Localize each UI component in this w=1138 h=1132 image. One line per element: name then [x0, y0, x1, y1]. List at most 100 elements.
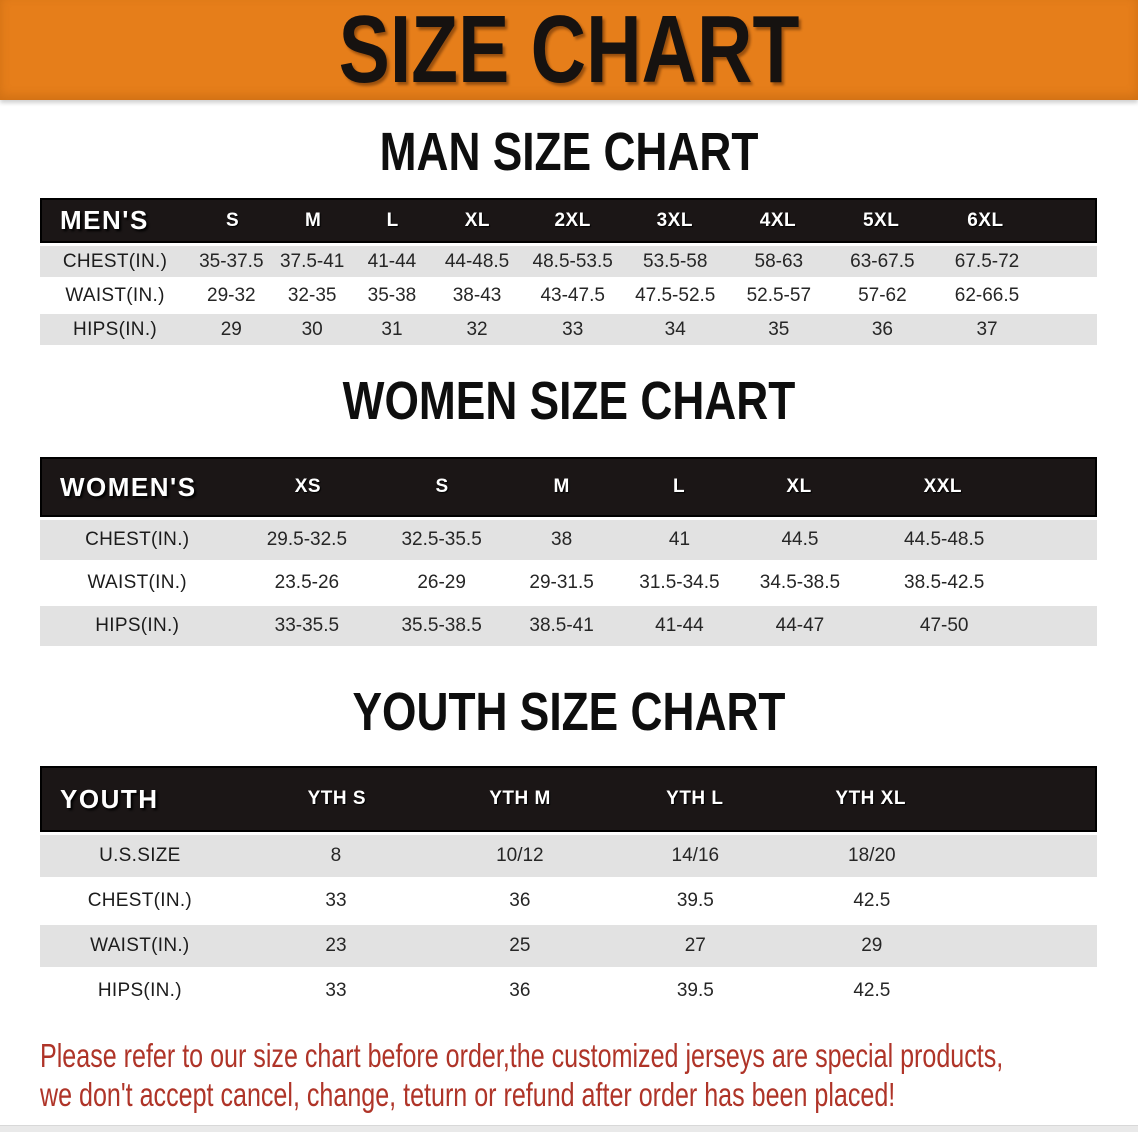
cell: 34.5-38.5 — [759, 572, 841, 593]
men-col-5xl: 5XL — [862, 209, 900, 231]
row-label: WAIST(IN.) — [90, 935, 190, 956]
cell: 38 — [551, 529, 573, 550]
cell: 34 — [664, 318, 686, 340]
youth-col-l: YTH L — [666, 788, 724, 809]
youth-col-s: YTH S — [307, 788, 367, 809]
men-col-l: L — [386, 209, 399, 231]
cell: 44.5-48.5 — [904, 529, 985, 550]
cell: 47-50 — [919, 615, 969, 636]
cell: 10/12 — [496, 845, 544, 866]
men-table-header: MEN'S S M L XL 2XL 3XL 4XL 5XL 6XL — [40, 198, 1097, 243]
cell: 38-43 — [452, 284, 502, 306]
cell: 53.5-58 — [643, 250, 708, 272]
disclaimer-line-2: we don't accept cancel, change, teturn o… — [40, 1076, 896, 1113]
men-row-waist: WAIST(IN.) 29-32 32-35 35-38 38-43 43-47… — [40, 280, 1097, 311]
bottom-edge-strip — [0, 1125, 1138, 1132]
youth-row-chest: CHEST(IN.) 33 36 39.5 42.5 — [40, 880, 1097, 922]
youth-row-waist: WAIST(IN.) 23 25 27 29 — [40, 925, 1097, 967]
cell: 33 — [325, 980, 347, 1001]
row-label: WAIST(IN.) — [65, 284, 165, 306]
men-col-3xl: 3XL — [656, 209, 693, 231]
cell: 8 — [330, 845, 342, 866]
cell: 29-32 — [207, 284, 256, 306]
cell: 25 — [509, 935, 531, 956]
women-section: WOMEN SIZE CHART WOMEN'S XS S M L XL XXL… — [0, 373, 1138, 646]
cell: 67.5-72 — [954, 250, 1020, 272]
youth-row-ussize: U.S.SIZE 8 10/12 14/16 18/20 — [40, 835, 1097, 877]
men-size-table: MEN'S S M L XL 2XL 3XL 4XL 5XL 6XL CHEST… — [40, 198, 1097, 345]
women-col-xxl: XXL — [923, 476, 963, 497]
cell: 62-66.5 — [954, 284, 1020, 306]
row-label: CHEST(IN.) — [87, 890, 193, 911]
cell: 14/16 — [671, 845, 720, 866]
women-size-table: WOMEN'S XS S M L XL XXL CHEST(IN.) 29.5-… — [40, 457, 1097, 646]
cell: 36 — [509, 890, 531, 911]
disclaimer-line-1: Please refer to our size chart before or… — [40, 1037, 1004, 1074]
cell: 57-62 — [858, 284, 907, 306]
row-label: HIPS(IN.) — [95, 615, 180, 636]
row-label: U.S.SIZE — [99, 845, 181, 866]
men-corner-label: MEN'S — [60, 205, 149, 235]
cell: 52.5-57 — [746, 284, 812, 306]
women-table-header: WOMEN'S XS S M L XL XXL — [40, 457, 1097, 517]
cell: 35.5-38.5 — [401, 615, 482, 636]
youth-corner-label: YOUTH — [60, 783, 159, 814]
men-col-m: M — [304, 209, 322, 231]
cell: 38.5-42.5 — [904, 572, 985, 593]
cell: 29 — [220, 318, 242, 340]
row-label: CHEST(IN.) — [62, 250, 168, 272]
men-row-hips: HIPS(IN.) 29 30 31 32 33 34 35 36 37 — [40, 314, 1097, 345]
youth-row-hips: HIPS(IN.) 33 36 39.5 42.5 — [40, 970, 1097, 1012]
women-col-xs: XS — [294, 476, 322, 497]
cell: 38.5-41 — [529, 615, 594, 636]
cell: 44-48.5 — [444, 250, 510, 272]
disclaimer-note: Please refer to our size chart before or… — [40, 1036, 1138, 1114]
women-row-chest: CHEST(IN.) 29.5-32.5 32.5-35.5 38 41 44.… — [40, 520, 1097, 560]
women-row-waist: WAIST(IN.) 23.5-26 26-29 29-31.5 31.5-34… — [40, 563, 1097, 603]
cell: 37.5-41 — [279, 250, 345, 272]
cell: 35 — [768, 318, 790, 340]
cell: 63-67.5 — [850, 250, 915, 272]
row-label: CHEST(IN.) — [85, 529, 190, 550]
men-col-2xl: 2XL — [554, 209, 591, 231]
men-section-title: MAN SIZE CHART — [379, 122, 759, 182]
men-col-4xl: 4XL — [759, 209, 797, 231]
men-col-s: S — [225, 209, 240, 231]
men-row-chest: CHEST(IN.) 35-37.5 37.5-41 41-44 44-48.5… — [40, 246, 1097, 277]
cell: 18/20 — [848, 845, 896, 866]
cell: 33 — [562, 318, 584, 340]
youth-section: YOUTH SIZE CHART YOUTH YTH S YTH M YTH L… — [0, 684, 1138, 1012]
cell: 41-44 — [367, 250, 417, 272]
cell: 35-38 — [367, 284, 417, 306]
cell: 41-44 — [655, 615, 704, 636]
cell: 43-47.5 — [540, 284, 605, 306]
cell: 36 — [509, 980, 531, 1001]
women-col-xl: XL — [786, 476, 812, 497]
women-corner-label: WOMEN'S — [60, 471, 197, 502]
cell: 23 — [325, 935, 347, 956]
cell: 32.5-35.5 — [401, 529, 482, 550]
cell: 39.5 — [676, 980, 714, 1001]
cell: 42.5 — [853, 890, 891, 911]
cell: 32-35 — [287, 284, 337, 306]
banner: SIZE CHART — [0, 0, 1138, 100]
cell: 32 — [466, 318, 488, 340]
youth-col-xl: YTH XL — [835, 788, 906, 809]
cell: 36 — [871, 318, 893, 340]
cell: 27 — [684, 935, 706, 956]
women-col-m: M — [553, 476, 570, 497]
cell: 23.5-26 — [274, 572, 340, 593]
cell: 33-35.5 — [274, 615, 340, 636]
cell: 35-37.5 — [199, 250, 264, 272]
cell: 58-63 — [754, 250, 804, 272]
women-section-title: WOMEN SIZE CHART — [342, 371, 796, 431]
cell: 33 — [325, 890, 347, 911]
women-col-l: L — [672, 476, 686, 497]
cell: 30 — [301, 318, 323, 340]
cell: 29-31.5 — [529, 572, 594, 593]
cell: 31 — [381, 318, 403, 340]
row-label: HIPS(IN.) — [97, 980, 182, 1001]
youth-section-title: YOUTH SIZE CHART — [352, 682, 786, 742]
banner-title: SIZE CHART — [338, 0, 800, 103]
